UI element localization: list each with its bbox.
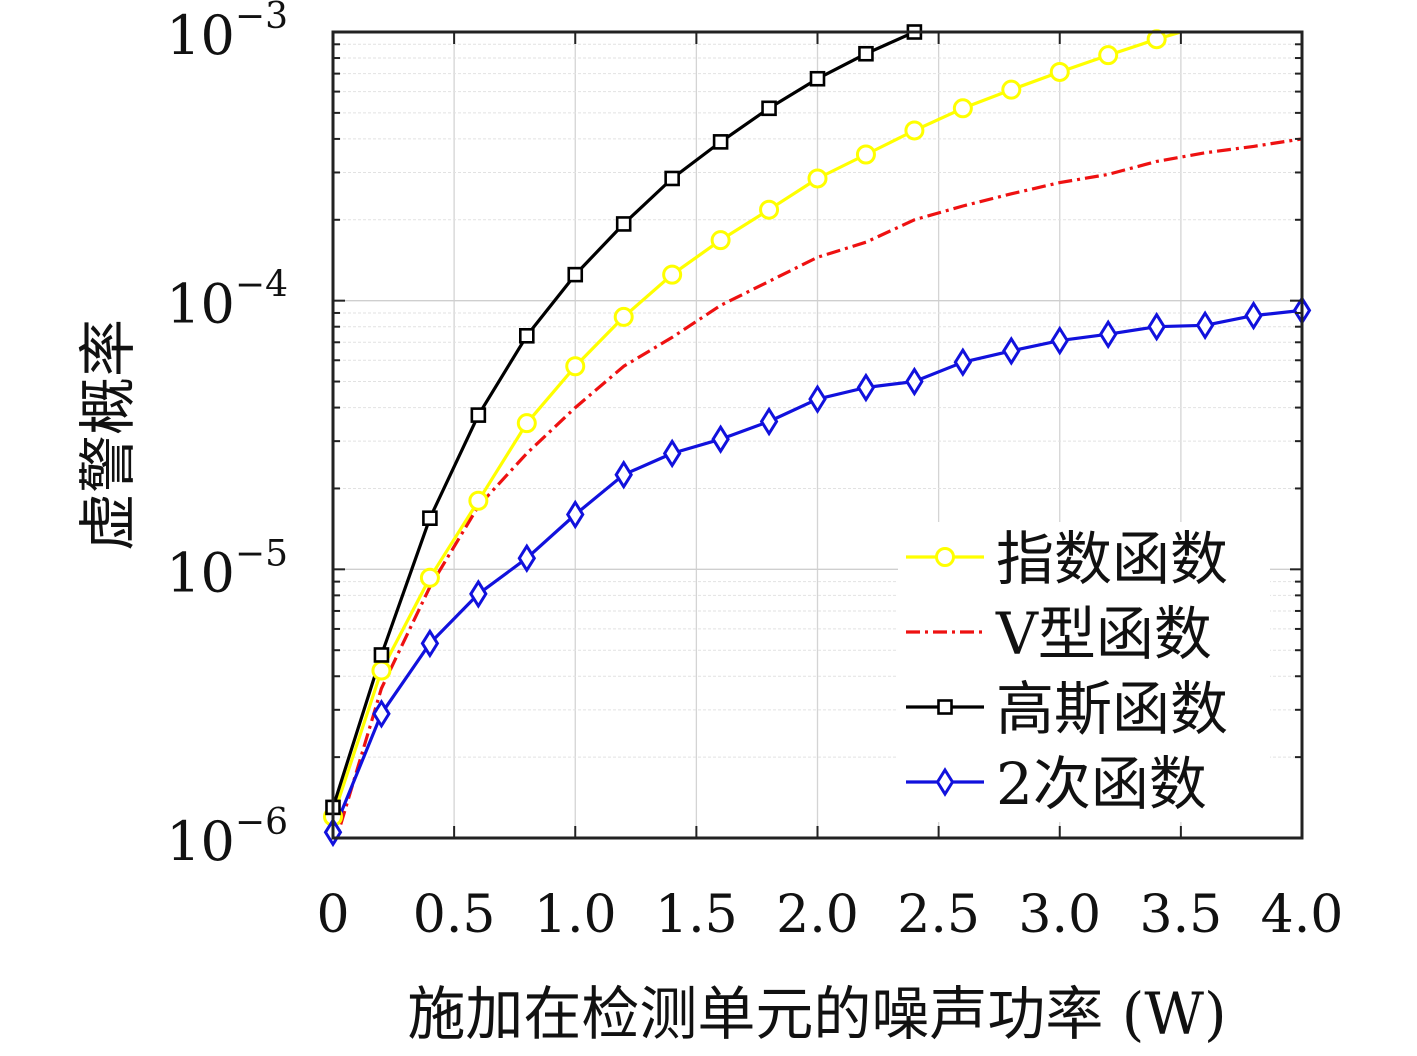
data-point-square (664, 170, 680, 187)
data-point-diamond (662, 438, 682, 469)
data-point-diamond (614, 459, 633, 490)
data-point-circle (807, 168, 828, 189)
data-point-diamond (711, 424, 730, 455)
data-point-circle (935, 547, 955, 567)
x-tick-label: 2.5 (897, 885, 980, 945)
legend-label: 2次函数 (996, 750, 1207, 818)
data-point-square (422, 510, 438, 526)
data-point-square (858, 45, 874, 62)
data-point-square (373, 647, 390, 663)
data-point-diamond (372, 698, 391, 729)
x-tick-label: 1.0 (534, 885, 617, 945)
y-tick-label: 10−3 (166, 0, 288, 67)
legend-box (898, 522, 1270, 822)
data-point-diamond (1098, 319, 1118, 350)
y-tick-label: 10−5 (166, 533, 288, 604)
x-tick-label: 0 (316, 885, 349, 945)
data-point-circle (468, 490, 489, 511)
data-point-diamond (905, 366, 924, 397)
series-line (335, 137, 1302, 838)
data-point-diamond (469, 579, 488, 609)
legend-label: 指数函数 (996, 525, 1228, 593)
data-point-diamond (517, 543, 537, 574)
series-line (333, 32, 916, 808)
data-point-square (470, 407, 487, 423)
data-point-diamond (565, 499, 585, 530)
tick-labels: 0 0.5 1.0 1.5 2.0 2.5 3.0 3.5 4.0 10−6 10−5 10−4 10−… (166, 0, 1343, 945)
data-point-diamond (1147, 311, 1166, 342)
y-axis-label: 虚警概率 (74, 319, 142, 551)
data-point-square (712, 134, 729, 150)
data-point-diamond (1244, 300, 1263, 331)
y-tick-label: 10−6 (166, 802, 288, 873)
ticks (332, 32, 1303, 839)
data-point-circle (904, 120, 925, 141)
data-point-circle (516, 413, 537, 434)
data-point-square (615, 216, 632, 232)
x-tick-label: 3.0 (1018, 885, 1101, 945)
data-point-diamond (935, 767, 955, 797)
data-point-diamond (1002, 336, 1021, 366)
x-tick-label: 2.0 (776, 885, 859, 945)
data-point-circle (565, 356, 586, 377)
data-point-circle (371, 660, 392, 681)
data-point-diamond (953, 347, 973, 378)
data-point-circle (855, 144, 876, 165)
data-point-square (761, 100, 777, 117)
x-tick-label: 3.5 (1140, 885, 1223, 945)
x-tick-label: 1.5 (655, 885, 738, 945)
legend-label: V型函数 (995, 600, 1212, 668)
data-point-diamond (808, 384, 827, 414)
data-point-square (937, 699, 953, 715)
data-point-circle (662, 264, 683, 285)
data-point-square (567, 266, 584, 283)
data-point-diamond (856, 372, 876, 403)
data-point-square (809, 70, 826, 87)
x-tick-label: 4.0 (1261, 885, 1344, 945)
data-point-circle (1001, 79, 1022, 100)
data-point-diamond (420, 628, 440, 659)
data-point-circle (613, 306, 634, 327)
data-point-diamond (1050, 325, 1070, 356)
data-point-circle (1098, 45, 1119, 66)
data-point-circle (759, 199, 780, 220)
data-point-diamond (759, 406, 779, 437)
data-point-diamond (1195, 310, 1215, 341)
data-point-square (518, 327, 535, 344)
data-point-circle (710, 230, 731, 251)
data-point-circle (952, 98, 973, 119)
marker-layer (323, 24, 1312, 848)
y-tick-label: 10−4 (166, 265, 288, 336)
legend-label: 高斯函数 (996, 675, 1228, 743)
x-axis-label: 施加在检测单元的噪声功率 (W) (407, 980, 1226, 1048)
data-point-circle (1049, 61, 1070, 82)
data-point-circle (419, 567, 440, 588)
x-tick-label: 0.5 (413, 885, 496, 945)
